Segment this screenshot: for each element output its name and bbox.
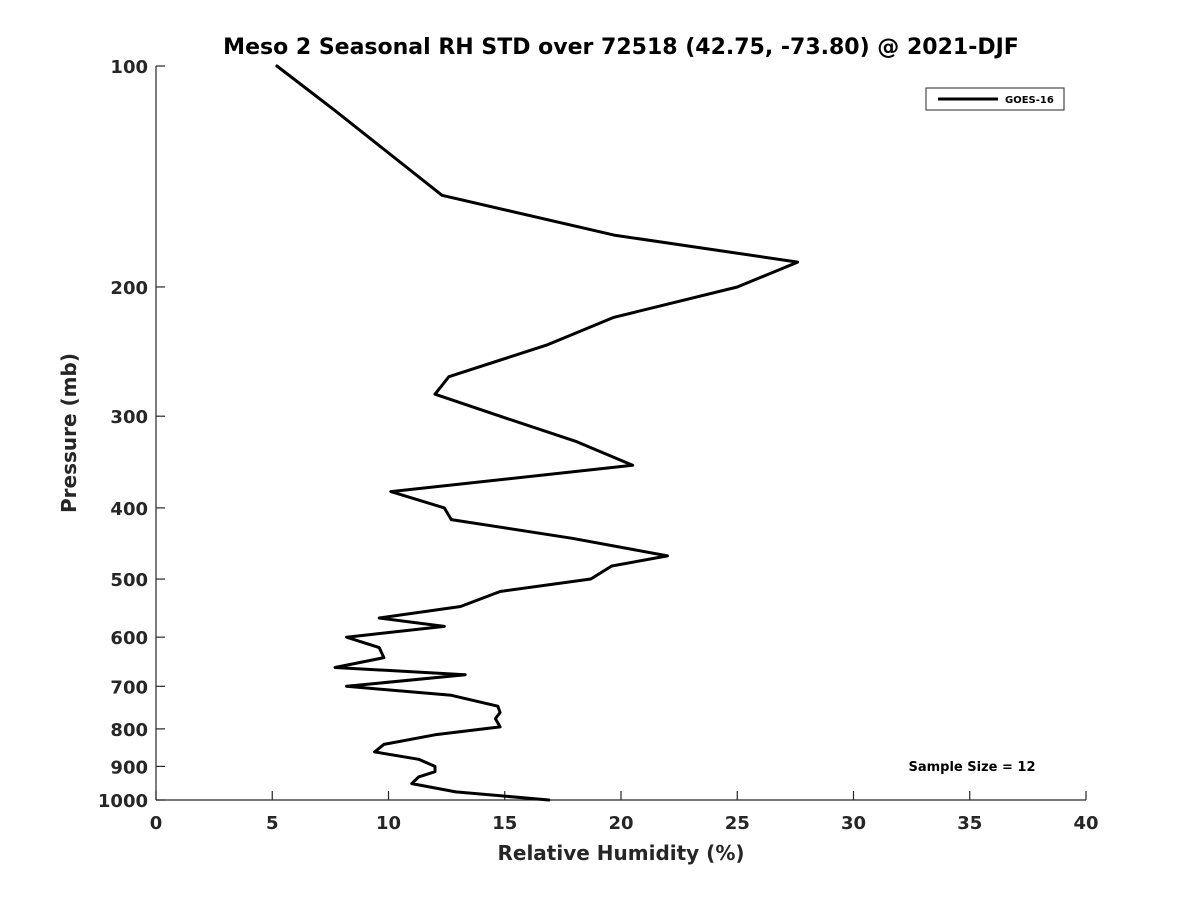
y-tick-label: 800	[110, 720, 148, 741]
y-tick-label: 200	[110, 278, 148, 299]
y-tick-label: 600	[110, 628, 148, 649]
x-tick-label: 25	[725, 813, 750, 834]
y-ticks: 100 200 300 400 500 600 700 800 900 1000	[98, 57, 165, 812]
x-tick-label: 20	[608, 813, 633, 834]
x-tick-label: 10	[376, 813, 401, 834]
y-tick-label: 400	[110, 499, 148, 520]
axes	[155, 66, 1086, 801]
x-tick-label: 40	[1073, 813, 1098, 834]
x-tick-label: 5	[266, 813, 279, 834]
legend-entry-goes-16: GOES-16	[1005, 95, 1054, 106]
x-tick-label: 15	[492, 813, 517, 834]
x-ticks: 0 5 10 15 20 25 30 35 40	[150, 791, 1099, 834]
legend: GOES-16	[925, 87, 1065, 111]
chart-title: Meso 2 Seasonal RH STD over 72518 (42.75…	[223, 35, 1019, 60]
y-axis-label: Pressure (mb)	[57, 353, 81, 513]
sample-size-annotation: Sample Size = 12	[908, 760, 1035, 775]
x-tick-label: 0	[150, 813, 163, 834]
y-tick-label: 500	[110, 570, 148, 591]
series-layer	[275, 64, 800, 802]
y-tick-label: 300	[110, 407, 148, 428]
y-tick-label: 1000	[98, 791, 148, 812]
x-tick-label: 30	[841, 813, 866, 834]
x-tick-label: 35	[957, 813, 982, 834]
x-axis-label: Relative Humidity (%)	[497, 841, 744, 865]
y-tick-label: 900	[110, 757, 148, 778]
y-tick-label: 100	[110, 57, 148, 78]
y-tick-label: 700	[110, 677, 148, 698]
series-line-goes-16	[275, 64, 800, 802]
